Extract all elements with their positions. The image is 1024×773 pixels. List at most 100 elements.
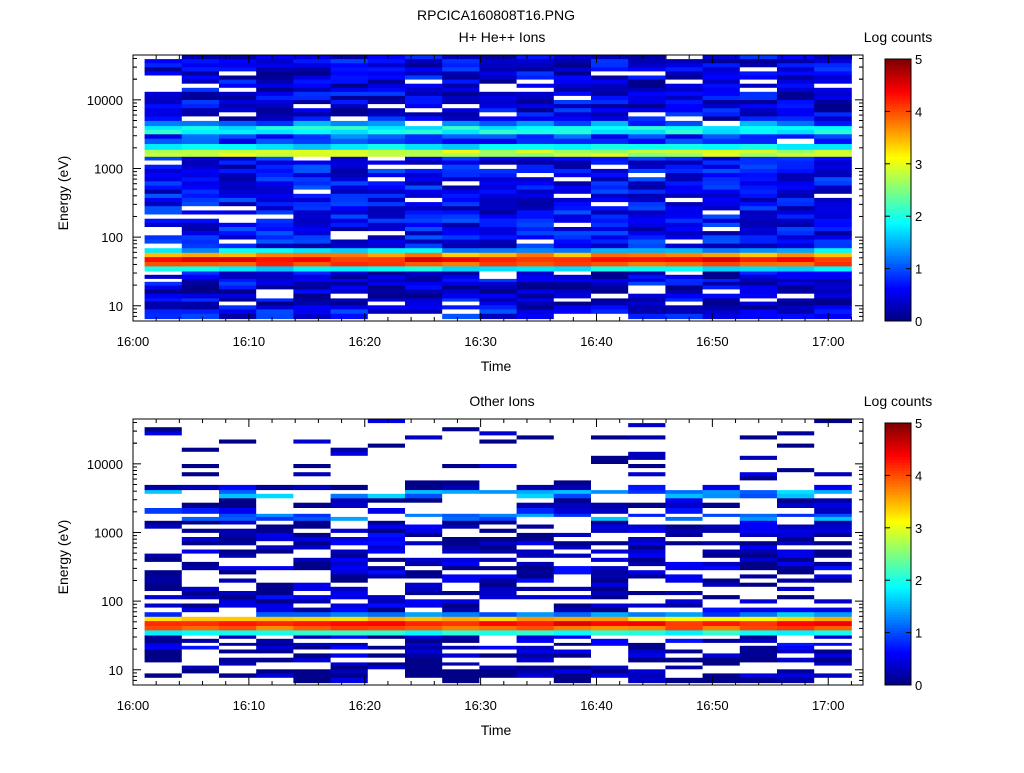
heatmap-cell	[144, 256, 183, 262]
heatmap-cell	[367, 281, 406, 286]
heatmap-cell	[479, 661, 517, 666]
heatmap-cell	[777, 261, 815, 267]
heatmap-cell	[739, 266, 778, 272]
heatmap-cell	[219, 625, 257, 631]
heatmap-cell	[739, 524, 778, 530]
heatmap-cell	[591, 468, 629, 473]
heatmap-cell	[405, 638, 443, 643]
heatmap-cell	[739, 252, 778, 258]
heatmap-cell	[405, 301, 443, 306]
heatmap-cell	[405, 570, 443, 575]
heatmap-cell	[293, 261, 331, 267]
heatmap-cell	[628, 193, 666, 199]
heatmap-cell	[256, 83, 294, 89]
colorbar-swatch	[885, 585, 911, 589]
heatmap-cell	[330, 266, 369, 272]
heatmap-cell	[777, 197, 815, 203]
heatmap-cell	[553, 582, 592, 588]
heatmap-cell	[739, 95, 778, 101]
heatmap-cell	[181, 582, 220, 588]
heatmap-cell	[256, 210, 294, 215]
heatmap-cell	[330, 616, 369, 622]
heatmap-cell	[293, 516, 331, 521]
heatmap-cell	[702, 595, 741, 600]
colorbar-swatch	[885, 150, 911, 154]
heatmap-cell	[479, 472, 517, 477]
heatmap-cell	[628, 578, 666, 584]
heatmap-cell	[144, 87, 183, 93]
heatmap-cell	[181, 59, 220, 64]
heatmap-cell	[591, 152, 629, 157]
heatmap-cell	[330, 95, 369, 101]
colorbar-swatch	[885, 148, 911, 152]
heatmap-cell	[739, 649, 778, 654]
heatmap-cell	[516, 566, 555, 571]
heatmap-cell	[814, 541, 852, 546]
heatmap-cell	[628, 528, 666, 534]
heatmap-cell	[219, 143, 257, 150]
colorbar-swatch	[885, 674, 911, 678]
heatmap-cell	[144, 63, 183, 68]
heatmap-cell	[367, 635, 406, 640]
heatmap-cell	[367, 231, 406, 236]
heatmap-cell	[479, 635, 517, 640]
heatmap-cell	[591, 231, 629, 236]
heatmap-cell	[591, 301, 629, 306]
heatmap-cell	[405, 513, 443, 518]
heatmap-cell	[591, 528, 629, 534]
heatmap-cell	[219, 305, 257, 310]
heatmap-cell	[405, 83, 443, 89]
heatmap-cell	[479, 160, 517, 166]
heatmap-cell	[442, 75, 480, 80]
heatmap-cell	[405, 152, 443, 157]
colorbar-swatch	[885, 271, 911, 275]
heatmap-cell	[628, 451, 666, 457]
heatmap-cell	[777, 278, 815, 283]
heatmap-cell	[553, 669, 592, 674]
heatmap-cell	[293, 214, 331, 220]
heatmap-cell	[702, 557, 741, 563]
heatmap-cell	[442, 227, 480, 232]
heatmap-cell	[367, 218, 406, 224]
colorbar-swatch	[885, 289, 911, 293]
heatmap-cell	[219, 218, 257, 224]
heatmap-cell	[777, 55, 815, 60]
heatmap-cell	[442, 423, 480, 428]
heatmap-cell	[553, 484, 592, 491]
heatmap-cell	[405, 252, 443, 258]
heatmap-cell	[405, 210, 443, 215]
heatmap-cell	[628, 513, 666, 518]
heatmap-cell	[219, 177, 257, 182]
heatmap-cell	[367, 653, 406, 659]
heatmap-cell	[442, 630, 480, 636]
heatmap-cell	[702, 285, 741, 290]
heatmap-cell	[516, 278, 555, 283]
heatmap-cell	[144, 507, 183, 514]
heatmap-cell	[702, 635, 741, 640]
heatmap-cell	[777, 313, 815, 320]
heatmap-cell	[293, 497, 331, 504]
heatmap-cell	[516, 181, 555, 186]
heatmap-cell	[256, 261, 294, 267]
heatmap-cell	[256, 435, 294, 440]
heatmap-cell	[702, 63, 741, 68]
heatmap-cell	[405, 297, 443, 302]
heatmap-cell	[591, 431, 629, 436]
heatmap-cell	[181, 67, 220, 72]
colorbar-swatch	[885, 538, 911, 542]
heatmap-cell	[442, 108, 480, 113]
heatmap-cell	[293, 665, 331, 670]
colorbar-swatch	[885, 213, 911, 217]
heatmap-cell	[256, 160, 294, 166]
heatmap-cell	[293, 100, 331, 105]
heatmap-cell	[330, 87, 369, 93]
heatmap-cell	[665, 677, 703, 684]
colorbar-swatch	[885, 588, 911, 592]
heatmap-cell	[665, 156, 703, 161]
heatmap-cell	[181, 181, 220, 186]
heatmap-cell	[739, 120, 778, 127]
colorbar-swatch	[885, 158, 911, 162]
heatmap-cell	[367, 197, 406, 203]
heatmap-cell	[553, 197, 592, 203]
heatmap-cell	[293, 285, 331, 290]
